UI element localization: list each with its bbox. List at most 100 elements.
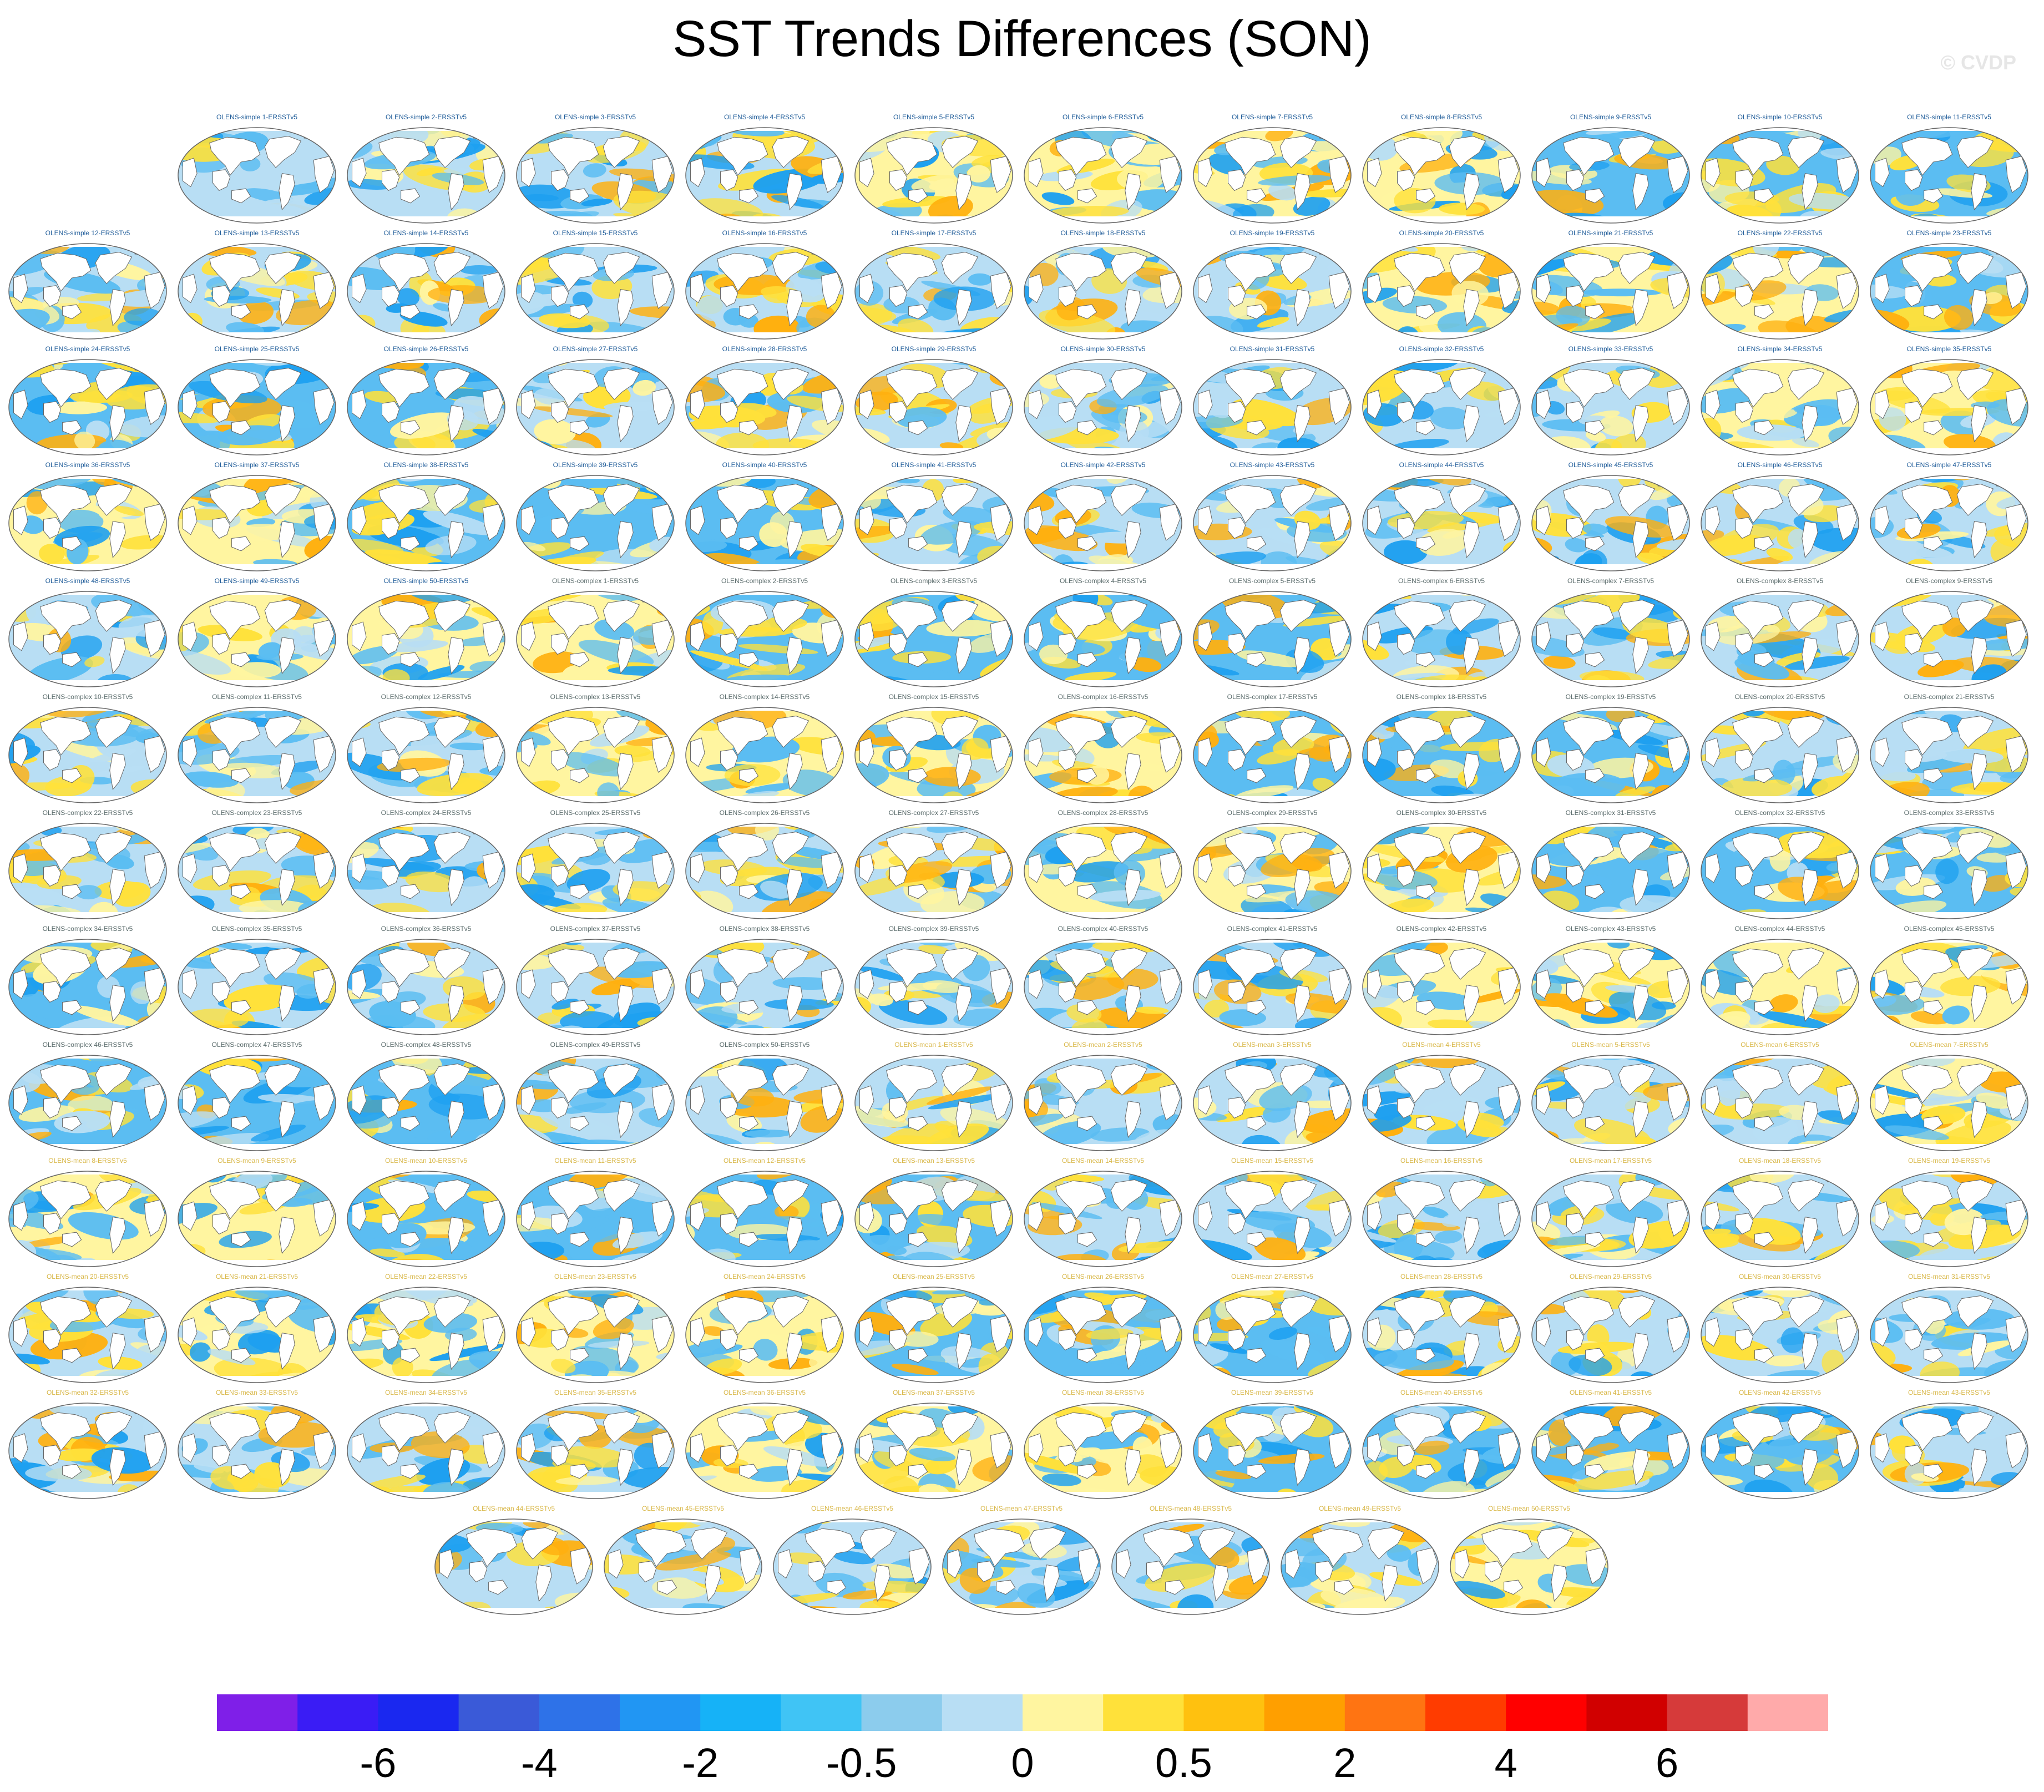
sst-trend-map: [1870, 127, 2028, 224]
panel-title: OLENS-complex 37-ERSSTv5: [550, 925, 641, 933]
panel-title: OLENS-simple 40-ERSSTv5: [722, 461, 807, 469]
sst-trend-map: [1193, 1403, 1352, 1499]
map-panel: OLENS-simple 41-ERSSTv5: [853, 461, 1015, 575]
map-panel: OLENS-simple 19-ERSSTv5: [1191, 229, 1353, 343]
map-panel: OLENS-complex 47-ERSSTv5: [176, 1041, 338, 1155]
sst-trend-map: [347, 1055, 505, 1151]
sst-trend-map: [1024, 823, 1182, 919]
sst-trend-map: [1531, 359, 1690, 455]
panel-title: OLENS-simple 39-ERSSTv5: [553, 461, 638, 469]
map-panel: OLENS-mean 30-ERSSTv5: [1699, 1273, 1861, 1386]
panel-title: OLENS-simple 3-ERSSTv5: [554, 113, 636, 121]
sst-trend-map: [1870, 1403, 2028, 1499]
panel-title: OLENS-complex 4-ERSSTv5: [1059, 577, 1147, 585]
sst-trend-map: [1362, 127, 1521, 224]
sst-trend-map: [942, 1518, 1101, 1615]
map-panel: OLENS-mean 18-ERSSTv5: [1699, 1157, 1861, 1270]
panel-title: OLENS-mean 14-ERSSTv5: [1061, 1157, 1145, 1165]
sst-trend-map: [854, 1287, 1013, 1383]
panel-title: OLENS-complex 26-ERSSTv5: [719, 809, 810, 817]
panel-title: OLENS-complex 27-ERSSTv5: [888, 809, 979, 817]
colorbar-box: [539, 1694, 620, 1731]
panel-title: OLENS-complex 31-ERSSTv5: [1565, 809, 1656, 817]
sst-trend-map: [8, 1403, 167, 1499]
panel-title: OLENS-complex 24-ERSSTv5: [381, 809, 472, 817]
map-panel: OLENS-complex 26-ERSSTv5: [684, 809, 846, 923]
map-panel: OLENS-simple 13-ERSSTv5: [176, 229, 338, 343]
map-panel: OLENS-mean 32-ERSSTv5: [7, 1389, 169, 1502]
sst-trend-map: [1531, 243, 1690, 340]
map-panel: OLENS-mean 29-ERSSTv5: [1530, 1273, 1692, 1386]
sst-trend-map: [516, 939, 675, 1035]
map-panel: OLENS-simple 42-ERSSTv5: [1022, 461, 1184, 575]
map-panel: OLENS-simple 5-ERSSTv5: [853, 113, 1015, 227]
map-panel: OLENS-mean 21-ERSSTv5: [176, 1273, 338, 1386]
panel-title: OLENS-complex 3-ERSSTv5: [890, 577, 978, 585]
panel-title: OLENS-simple 20-ERSSTv5: [1399, 229, 1484, 237]
map-panel: OLENS-mean 35-ERSSTv5: [514, 1389, 676, 1502]
map-panel: OLENS-simple 25-ERSSTv5: [176, 345, 338, 459]
panel-title: OLENS-simple 36-ERSSTv5: [45, 461, 130, 469]
sst-trend-map: [1362, 939, 1521, 1035]
colorbar-tick-label: 6: [1656, 1740, 1679, 1786]
panel-title: OLENS-complex 36-ERSSTv5: [381, 925, 472, 933]
map-panel: OLENS-simple 50-ERSSTv5: [345, 577, 507, 691]
map-panel: OLENS-complex 21-ERSSTv5: [1868, 693, 2030, 807]
panel-title: OLENS-mean 46-ERSSTv5: [811, 1505, 894, 1512]
sst-trend-map: [685, 1287, 844, 1383]
sst-trend-map: [178, 1403, 336, 1499]
map-panel: OLENS-simple 1-ERSSTv5: [176, 113, 338, 227]
panel-title: OLENS-mean 22-ERSSTv5: [384, 1273, 468, 1280]
sst-trend-map: [434, 1518, 593, 1615]
panel-title: OLENS-simple 27-ERSSTv5: [553, 345, 638, 353]
map-panel: OLENS-simple 49-ERSSTv5: [176, 577, 338, 691]
panel-title: OLENS-mean 15-ERSSTv5: [1231, 1157, 1314, 1165]
panel-title: OLENS-mean 29-ERSSTv5: [1569, 1273, 1652, 1280]
map-panel: OLENS-mean 22-ERSSTv5: [345, 1273, 507, 1386]
map-panel: OLENS-complex 22-ERSSTv5: [7, 809, 169, 923]
colorbar-box: [861, 1694, 943, 1731]
colorbar-tick-label: 4: [1494, 1740, 1517, 1786]
panel-title: OLENS-complex 14-ERSSTv5: [719, 693, 810, 701]
panel-title: OLENS-complex 17-ERSSTv5: [1227, 693, 1318, 701]
map-panel: OLENS-simple 47-ERSSTv5: [1868, 461, 2030, 575]
sst-trend-map: [1701, 591, 1859, 687]
panel-title: OLENS-mean 44-ERSSTv5: [472, 1505, 555, 1512]
panel-title: OLENS-mean 28-ERSSTv5: [1400, 1273, 1483, 1280]
sst-trend-map: [516, 1055, 675, 1151]
map-panel: OLENS-complex 16-ERSSTv5: [1022, 693, 1184, 807]
panel-title: OLENS-complex 6-ERSSTv5: [1398, 577, 1485, 585]
map-panel: OLENS-mean 11-ERSSTv5: [514, 1157, 676, 1270]
panel-title: OLENS-complex 42-ERSSTv5: [1396, 925, 1487, 933]
panel-title: OLENS-mean 16-ERSSTv5: [1400, 1157, 1483, 1165]
map-panel: OLENS-complex 2-ERSSTv5: [684, 577, 846, 691]
map-panel: OLENS-mean 38-ERSSTv5: [1022, 1389, 1184, 1502]
colorbar-box: [1103, 1694, 1184, 1731]
panel-title: OLENS-simple 25-ERSSTv5: [214, 345, 300, 353]
map-panel: OLENS-mean 25-ERSSTv5: [853, 1273, 1015, 1386]
colorbar-tick-label: -6: [360, 1740, 397, 1786]
sst-trend-map: [178, 359, 336, 455]
panel-title: OLENS-complex 29-ERSSTv5: [1227, 809, 1318, 817]
sst-trend-map: [854, 475, 1013, 571]
sst-trend-map: [685, 359, 844, 455]
map-panel: OLENS-complex 41-ERSSTv5: [1191, 925, 1353, 1039]
sst-trend-map: [8, 359, 167, 455]
panel-title: OLENS-mean 7-ERSSTv5: [1910, 1041, 1989, 1049]
panel-title: OLENS-complex 32-ERSSTv5: [1734, 809, 1825, 817]
sst-trend-map: [1531, 1055, 1690, 1151]
sst-trend-map: [854, 591, 1013, 687]
sst-trend-map: [516, 591, 675, 687]
panel-title: OLENS-simple 34-ERSSTv5: [1737, 345, 1823, 353]
sst-trend-map: [516, 823, 675, 919]
sst-trend-map: [8, 939, 167, 1035]
colorbar-box: [297, 1694, 378, 1731]
map-panel: OLENS-mean 10-ERSSTv5: [345, 1157, 507, 1270]
sst-trend-map: [1531, 939, 1690, 1035]
panel-title: OLENS-complex 22-ERSSTv5: [42, 809, 133, 817]
panel-title: OLENS-mean 43-ERSSTv5: [1908, 1389, 1991, 1396]
sst-trend-map: [773, 1518, 932, 1615]
panel-title: OLENS-mean 8-ERSSTv5: [48, 1157, 127, 1165]
colorbar-tick-label: 0: [1011, 1740, 1034, 1786]
map-panel: OLENS-mean 19-ERSSTv5: [1868, 1157, 2030, 1270]
